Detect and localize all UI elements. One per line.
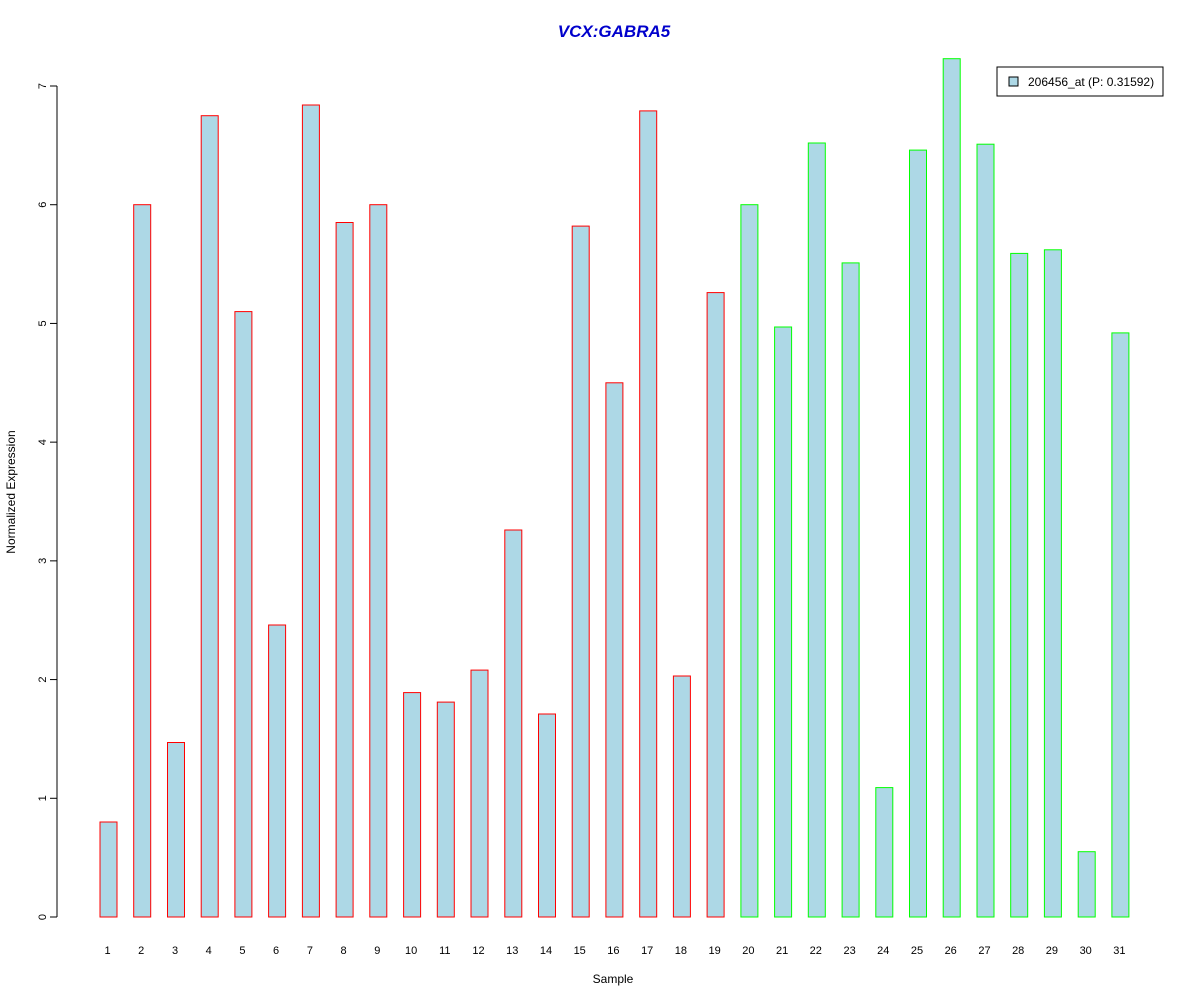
bar-sample-13 (504, 529, 523, 918)
bar-sample-8 (335, 222, 354, 918)
x-tick-label: 9 (374, 945, 380, 957)
bar-sample-16 (605, 382, 624, 918)
bar-sample-25 (909, 149, 927, 918)
x-tick-label: 12 (472, 945, 484, 957)
bar-sample-11 (436, 701, 455, 918)
x-tick-label: 28 (1012, 945, 1024, 957)
y-tick-label: 1 (37, 795, 49, 801)
x-tick-label: 7 (307, 945, 313, 957)
bar-sample-27 (976, 143, 995, 918)
bar-sample-30 (1077, 851, 1096, 918)
bar-sample-26 (942, 58, 961, 918)
bar-sample-19 (706, 292, 725, 918)
bar-sample-5 (234, 311, 253, 918)
x-tick-label: 8 (341, 945, 347, 957)
bars (99, 58, 1130, 918)
x-axis-label: Sample (593, 972, 634, 986)
bar-sample-22 (807, 142, 826, 918)
legend-swatch (1008, 76, 1019, 87)
x-tick-label: 24 (877, 945, 889, 957)
chart-title: VCX:GABRA5 (558, 22, 671, 41)
x-tick-label: 18 (675, 945, 687, 957)
x-tick-label: 17 (641, 945, 653, 957)
bar-sample-18 (672, 675, 691, 918)
bar-sample-2 (133, 204, 152, 918)
x-tick-label: 19 (708, 945, 720, 957)
bar-sample-1 (99, 821, 118, 918)
bar-sample-6 (268, 624, 287, 918)
bar-sample-24 (875, 787, 894, 918)
x-tick-label: 6 (273, 945, 279, 957)
bar-sample-9 (369, 204, 388, 918)
x-tick-label: 15 (574, 945, 586, 957)
bar-sample-4 (200, 115, 219, 918)
x-tick-label: 23 (843, 945, 855, 957)
y-axis-label: Normalized Expression (4, 430, 18, 553)
y-tick-label: 7 (37, 83, 49, 89)
bar-sample-21 (774, 326, 793, 918)
y-axis: 0 1 2 3 4 5 6 7 (37, 83, 58, 920)
x-tick-label: 14 (540, 945, 552, 957)
bar-sample-3 (167, 742, 185, 918)
x-tick-label: 3 (172, 945, 178, 957)
y-tick-label: 3 (37, 558, 49, 564)
y-tick-label: 0 (37, 914, 49, 920)
legend-label: 206456_at (P: 0.31592) (1028, 75, 1154, 89)
bar-sample-23 (841, 262, 860, 918)
legend: 206456_at (P: 0.31592) (996, 66, 1164, 97)
x-tick-label: 22 (810, 945, 822, 957)
bar-sample-31 (1111, 332, 1130, 918)
x-tick-label: 5 (239, 945, 245, 957)
x-tick-label: 1 (104, 945, 110, 957)
x-tick-label: 4 (206, 945, 212, 957)
y-tick-label: 4 (37, 439, 49, 445)
bar-sample-14 (538, 713, 556, 918)
x-tick-label: 31 (1113, 945, 1125, 957)
x-tick-label: 13 (506, 945, 518, 957)
x-tick-label: 25 (911, 945, 923, 957)
bar-sample-10 (403, 692, 422, 918)
bar-sample-20 (740, 204, 759, 918)
bar-sample-29 (1043, 249, 1062, 918)
bar-sample-7 (301, 104, 320, 918)
x-tick-label: 27 (978, 945, 990, 957)
y-tick-label: 2 (37, 677, 49, 683)
y-tick-label: 5 (37, 320, 49, 326)
x-tick-label: 11 (439, 945, 450, 957)
x-tick-label: 21 (776, 945, 788, 957)
x-tick-label: 16 (607, 945, 619, 957)
bar-sample-12 (470, 669, 489, 918)
x-tick-label: 2 (138, 945, 144, 957)
x-tick-label: 29 (1046, 945, 1058, 957)
y-tick-label: 6 (37, 202, 49, 208)
x-tick-label: 26 (945, 945, 957, 957)
bar-sample-15 (571, 225, 590, 918)
x-axis-ticks: 1 2 3 4 5 6 7 8 9 10 11 12 13 14 15 16 17 18 19 20 21 22 23 24 2… (104, 945, 1125, 957)
x-tick-label: 20 (742, 945, 754, 957)
x-tick-label: 10 (405, 945, 417, 957)
legend-box (996, 66, 1164, 97)
x-tick-label: 30 (1080, 945, 1092, 957)
bar-sample-17 (639, 110, 658, 918)
bar-sample-28 (1010, 252, 1029, 918)
